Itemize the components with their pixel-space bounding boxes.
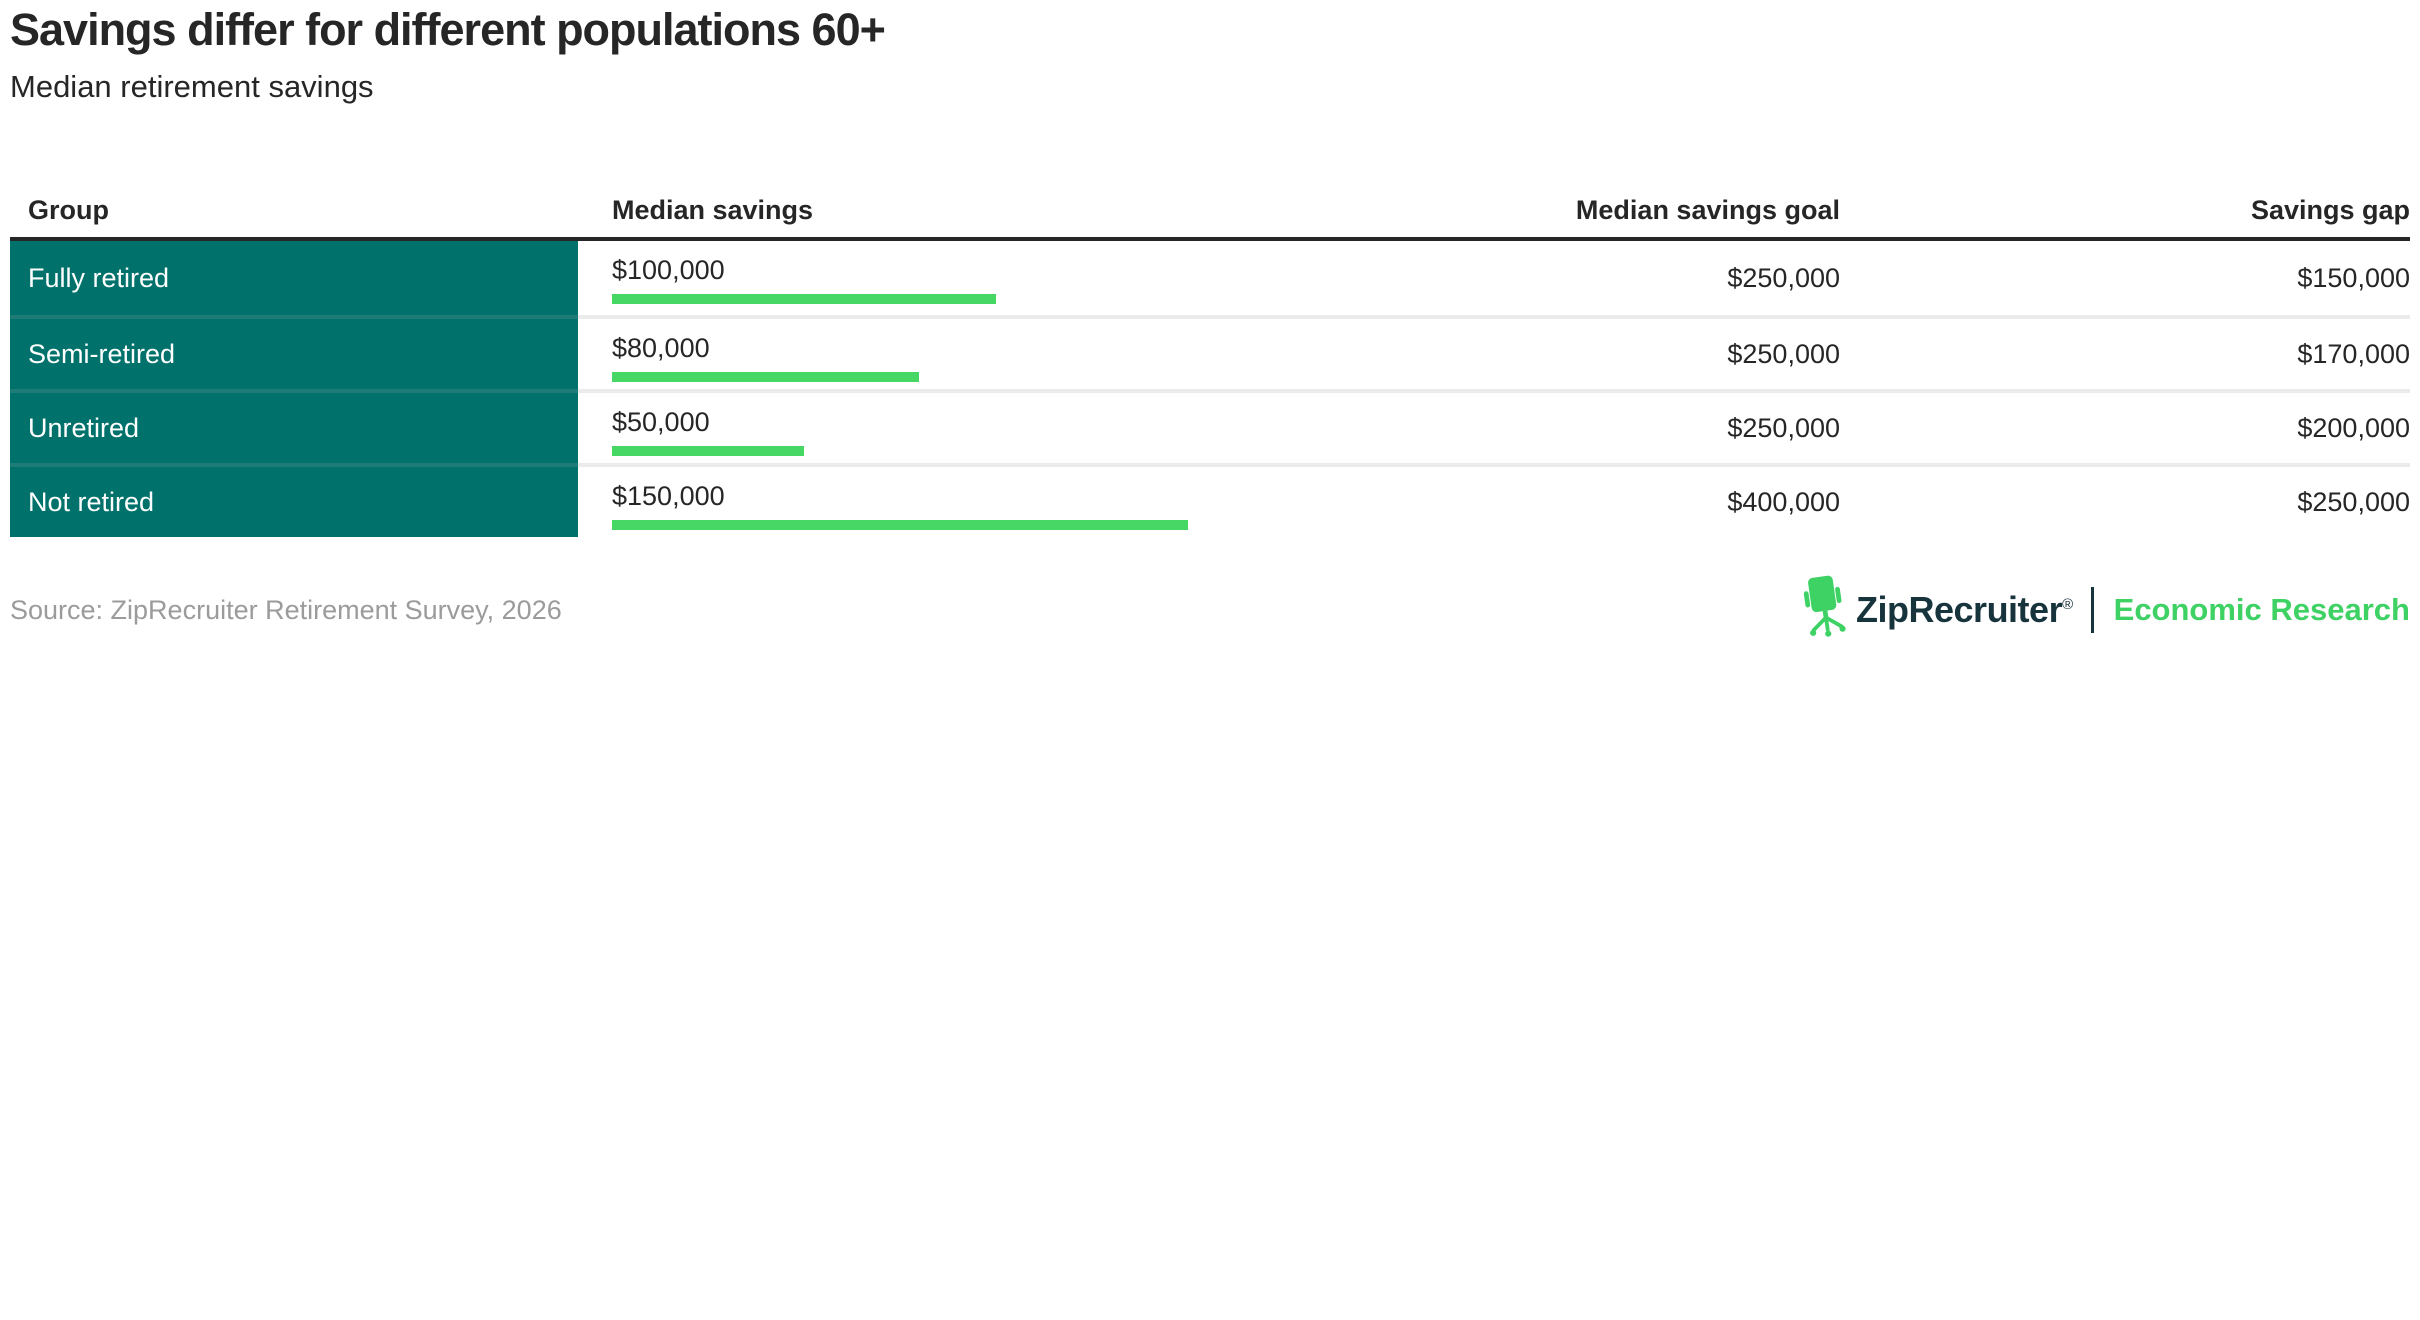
savings-gap-cell: $200,000 <box>1840 389 2410 463</box>
median-savings-value: $100,000 <box>612 255 725 285</box>
column-header-savings-goal: Median savings goal <box>1575 195 1840 225</box>
median-savings-cell: $100,000 <box>578 241 1250 315</box>
median-savings-cell: $150,000 <box>578 463 1250 537</box>
savings-gap-cell: $150,000 <box>2297 262 2410 293</box>
column-header-group: Group <box>28 195 109 225</box>
table-header-row: Group Median savings Median savings goal… <box>10 193 2410 241</box>
savings-goal-cell: $400,000 <box>1250 463 1840 537</box>
chart-subtitle: Median retirement savings <box>10 69 374 104</box>
group-cell: Fully retired <box>10 241 578 315</box>
savings-bar <box>612 446 804 456</box>
group-cell: Semi-retired <box>10 315 578 389</box>
column-header-savings-gap: Savings gap <box>2250 195 2410 225</box>
brand-logo: ZipRecruiter® Economic Research <box>1802 575 2410 644</box>
table-row: Fully retired $100,000 $250,000 $150,000 <box>10 241 2410 315</box>
group-cell: Not retired <box>10 463 578 537</box>
source-note: Source: ZipRecruiter Retirement Survey, … <box>10 594 562 625</box>
savings-gap-cell: $250,000 <box>1840 463 2410 537</box>
median-savings-cell: $50,000 <box>578 389 1250 463</box>
savings-goal-cell: $250,000 <box>1727 262 1840 293</box>
table-row: Semi-retired $80,000 $250,000 $170,000 <box>10 315 2410 389</box>
median-savings-value: $80,000 <box>612 333 710 363</box>
table-row: Unretired $50,000 $250,000 $200,000 <box>10 389 2410 463</box>
table-body: Fully retired $100,000 $250,000 $150,000… <box>10 241 2410 537</box>
median-savings-value: $50,000 <box>612 407 710 437</box>
savings-bar <box>612 372 919 382</box>
savings-bar <box>612 294 996 304</box>
column-header-median-savings: Median savings <box>612 195 814 225</box>
savings-goal-cell: $250,000 <box>1250 389 1840 463</box>
registered-trademark-symbol: ® <box>2062 595 2073 613</box>
chart-footer: Source: ZipRecruiter Retirement Survey, … <box>10 575 2410 644</box>
brand-wordmark: ZipRecruiter® <box>1856 588 2073 630</box>
group-cell: Unretired <box>10 389 578 463</box>
median-savings-cell: $80,000 <box>578 315 1250 389</box>
savings-table: Group Median savings Median savings goal… <box>10 193 2410 537</box>
median-savings-value: $150,000 <box>612 481 725 511</box>
savings-gap-cell: $170,000 <box>1840 315 2410 389</box>
economic-research-label: Economic Research <box>2113 591 2410 627</box>
savings-goal-cell: $250,000 <box>1250 315 1840 389</box>
logo-divider <box>2090 586 2094 633</box>
savings-bar <box>612 520 1188 530</box>
chart-title: Savings differ for different populations… <box>10 4 886 55</box>
table-row: Not retired $150,000 $400,000 $250,000 <box>10 463 2410 537</box>
office-chair-icon <box>1802 575 1848 644</box>
